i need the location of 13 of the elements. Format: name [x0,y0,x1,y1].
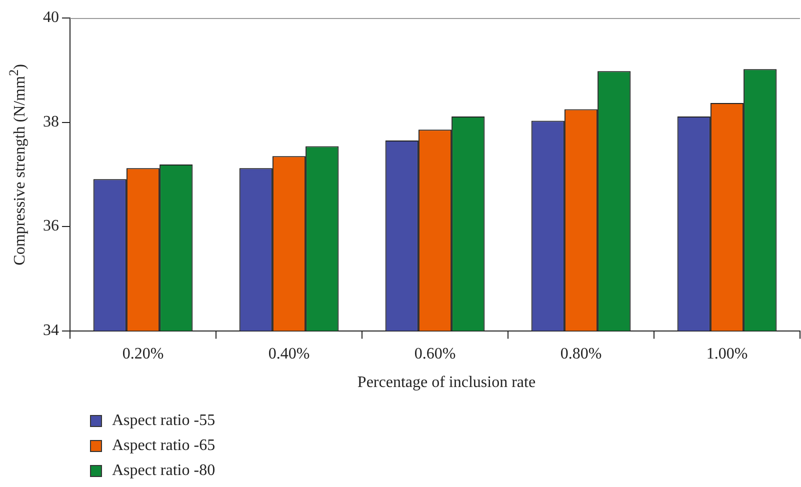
x-tick-label: 0.40% [268,346,310,363]
x-tick-label: 0.60% [414,346,456,363]
x-tick-label: 0.80% [560,346,602,363]
legend-label: Aspect ratio -65 [112,436,216,454]
y-tick-label: 40 [43,9,59,26]
legend-label: Aspect ratio -55 [112,412,216,430]
y-tick-label: 34 [43,322,59,340]
legend-label: Aspect ratio -80 [112,462,216,480]
y-tick-label: 38 [43,113,59,130]
y-tick-label: 36 [43,218,59,235]
x-tick-label: 0.20% [122,346,164,363]
x-tick-label: 1.00% [706,346,748,363]
x-axis-title: Percentage of inclusion rate [356,374,537,392]
